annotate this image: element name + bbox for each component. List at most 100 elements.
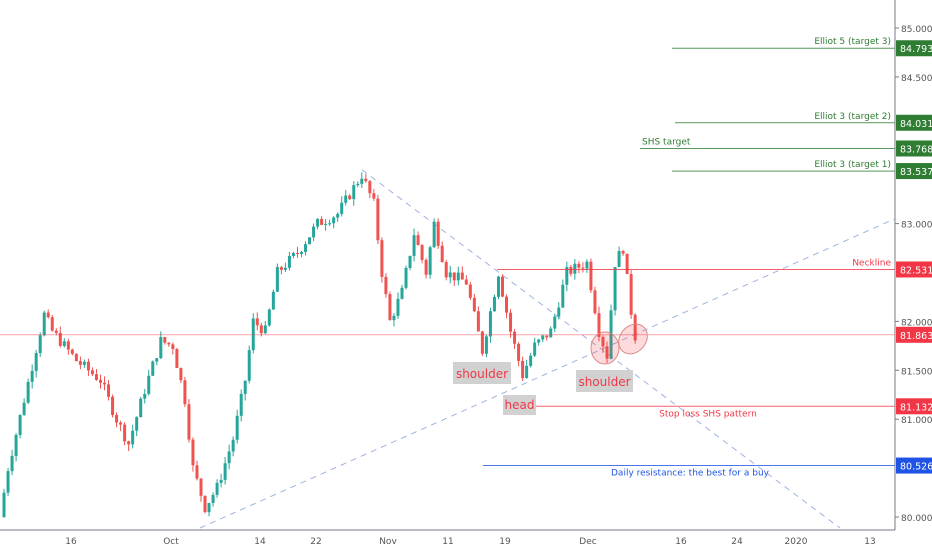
level-label: Stop loss SHS pattern <box>659 409 757 419</box>
candle-body <box>147 375 151 394</box>
candle-body <box>408 255 412 268</box>
candle-body <box>392 315 396 321</box>
candle-body <box>541 335 545 340</box>
candle-body <box>593 290 597 314</box>
candle-body <box>187 404 191 440</box>
price-tag <box>896 457 932 474</box>
candle-body <box>223 463 227 480</box>
candle-body <box>388 294 392 321</box>
price-tick-label: 81.500 <box>901 367 932 377</box>
candle-body <box>287 255 291 268</box>
candle-body <box>300 251 303 254</box>
candle-body <box>545 335 549 338</box>
candle-body <box>111 396 115 416</box>
candle-body <box>444 262 448 278</box>
candle-body <box>428 247 432 275</box>
candle-body <box>537 339 541 343</box>
candle-body <box>159 337 163 359</box>
price-tag-value: 83.537 <box>900 167 932 178</box>
candle-body <box>183 380 187 405</box>
candle-body <box>291 252 295 256</box>
candle-body <box>107 384 111 397</box>
level-label: SHS target <box>642 137 691 147</box>
candle-body <box>227 451 231 464</box>
candle-body <box>231 439 235 452</box>
time-axis[interactable]: 16 Oct 14 22 Nov 11 19 Dec 16 24 2020 13 <box>65 537 875 547</box>
candle-body <box>215 482 219 495</box>
candle-body <box>328 223 332 225</box>
candle-body <box>255 318 259 326</box>
candle-body <box>396 298 400 316</box>
candle-body <box>440 245 444 263</box>
candle-body <box>82 361 86 365</box>
candle-body <box>195 465 199 479</box>
candle-body <box>513 331 517 344</box>
annotation-label: shoulder <box>578 375 630 389</box>
time-tick-label: Nov <box>379 537 397 547</box>
candle-body <box>155 358 159 362</box>
candle-body <box>424 259 428 275</box>
candle-body <box>416 235 420 246</box>
support-trendline <box>199 218 896 529</box>
highlight-circle <box>618 323 648 355</box>
candle-body <box>127 441 131 445</box>
candle-body <box>356 183 360 186</box>
price-tag <box>896 326 932 343</box>
candle-body <box>58 332 62 346</box>
price-axis[interactable]: 84.793 84.031 83.768 83.537 82.531 81.863 81.1… <box>895 25 932 524</box>
candle-body <box>139 398 143 418</box>
candle-body <box>295 252 299 254</box>
time-tick-label: Dec <box>579 537 596 547</box>
candle-body <box>119 422 123 425</box>
candle-body <box>344 195 348 203</box>
price-tag <box>896 40 932 57</box>
candle-body <box>565 267 569 285</box>
time-tick-label: 11 <box>442 537 453 547</box>
candle-body <box>30 370 34 382</box>
candle-body <box>167 342 171 345</box>
candle-body <box>304 244 308 252</box>
candle-body <box>151 361 155 376</box>
price-tick-label: 83.000 <box>901 221 932 231</box>
candle-body <box>340 202 344 214</box>
time-tick-label: 24 <box>731 537 743 547</box>
candle-body <box>460 272 464 280</box>
time-tick-label: 22 <box>310 537 321 547</box>
price-tag-value: 81.863 <box>900 331 932 342</box>
price-tag-value: 81.132 <box>900 402 932 413</box>
candle-body <box>320 218 324 225</box>
candle-body <box>94 374 98 380</box>
candle-body <box>633 314 637 341</box>
candle-body <box>484 336 488 354</box>
candle-body <box>585 261 589 269</box>
candle-body <box>62 341 66 346</box>
candle-body <box>517 343 521 361</box>
candle-body <box>324 224 328 226</box>
price-tag <box>896 163 932 180</box>
candle-body <box>581 267 585 269</box>
candle-body <box>529 355 533 366</box>
candle-body <box>78 361 82 365</box>
candle-body <box>175 349 179 369</box>
candle-body <box>54 330 58 333</box>
candle-body <box>597 313 601 338</box>
price-tick-label: 80.000 <box>901 514 932 524</box>
price-tag-value: 83.768 <box>900 144 932 155</box>
candle-body <box>123 424 127 442</box>
candle-body <box>115 415 119 423</box>
candle-body <box>400 287 404 299</box>
candle-body <box>577 263 581 268</box>
candle-body <box>492 296 496 312</box>
candle-body <box>488 311 492 337</box>
price-tag <box>896 140 932 157</box>
candle-body <box>476 311 480 332</box>
candle-body <box>456 272 460 281</box>
candle-body <box>348 195 352 200</box>
pattern-annotations: shoulder head shoulder <box>453 323 648 415</box>
candle-body <box>34 353 38 371</box>
candle-body <box>143 393 147 399</box>
candle-body <box>271 291 275 310</box>
price-tick-label: 82.000 <box>901 318 932 328</box>
candle-body <box>509 312 513 332</box>
